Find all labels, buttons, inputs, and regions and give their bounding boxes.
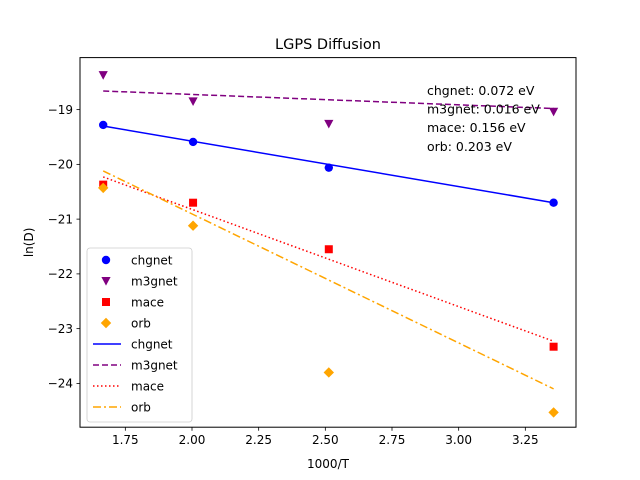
y-axis-label: ln(D) <box>22 228 36 258</box>
point-orb-0 <box>98 182 109 194</box>
plot-frame <box>79 57 577 428</box>
point-m3gnet-1 <box>188 97 198 107</box>
annotation-0: chgnet: 0.072 eV <box>427 83 535 98</box>
legend-marker-orb <box>100 317 112 329</box>
y-tick-label: −23 <box>48 322 73 336</box>
annotation-3: orb: 0.203 eV <box>427 139 512 154</box>
legend-marker-mace <box>102 298 110 306</box>
axis-ticks: 1.75 2.00 2.25 2.50 2.75 3.00 3.25 −24 −23 −22 −21… <box>48 103 539 447</box>
legend-label-m3gnet: m3gnet <box>131 274 178 288</box>
x-tick-label: 2.25 <box>245 433 272 447</box>
point-m3gnet-3 <box>549 107 559 117</box>
y-tick-label: −24 <box>48 377 73 391</box>
legend-label-chgnet: chgnet <box>131 253 173 267</box>
legend-marker-m3gnet <box>101 277 111 286</box>
y-tick-label: −21 <box>48 212 73 226</box>
point-m3gnet-2 <box>324 119 334 129</box>
legend-box <box>86 247 193 423</box>
y-tick-label: −22 <box>48 267 73 281</box>
x-tick-label: 3.25 <box>512 433 539 447</box>
legend-label-m3gnet: m3gnet <box>131 358 178 372</box>
fit-line-m3gnet <box>103 90 554 110</box>
point-m3gnet-0 <box>98 71 108 80</box>
point-mace-1 <box>189 198 198 207</box>
legend-label-orb: orb <box>131 400 151 414</box>
activation-energy-annotations: chgnet: 0.072 eV m3gnet: 0.016 eV mace: 0.… <box>427 83 540 154</box>
chart-title: LGPS Diffusion <box>275 37 381 53</box>
point-mace-2 <box>324 245 333 254</box>
x-tick-label: 2.00 <box>179 433 206 447</box>
legend: chgnet m3gnet mace orb chgnet m3gnet mace orb <box>86 247 193 423</box>
x-tick-label: 1.75 <box>112 433 139 447</box>
x-tick-label: 3.00 <box>445 433 472 447</box>
x-tick-label: 2.50 <box>312 433 339 447</box>
point-mace-3 <box>549 342 558 351</box>
point-orb-3 <box>548 407 559 418</box>
legend-label-mace: mace <box>131 379 164 393</box>
fit-line-chgnet <box>103 125 554 204</box>
x-tick-label: 2.75 <box>379 433 406 447</box>
legend-label-orb: orb <box>131 316 151 330</box>
point-orb-2 <box>323 367 334 378</box>
point-orb-1 <box>187 220 199 231</box>
x-axis-label: 1000/T <box>307 457 350 471</box>
fit-line-orb <box>102 170 554 390</box>
plot-area <box>98 71 559 418</box>
legend-label-mace: mace <box>131 295 164 309</box>
legend-label-chgnet: chgnet <box>131 337 173 351</box>
legend-marker-chgnet <box>101 255 111 265</box>
annotation-1: m3gnet: 0.016 eV <box>427 102 540 117</box>
y-tick-label: −20 <box>48 158 73 172</box>
point-chgnet-0 <box>99 120 108 130</box>
annotation-2: mace: 0.156 eV <box>427 120 526 135</box>
y-tick-label: −19 <box>48 103 73 117</box>
